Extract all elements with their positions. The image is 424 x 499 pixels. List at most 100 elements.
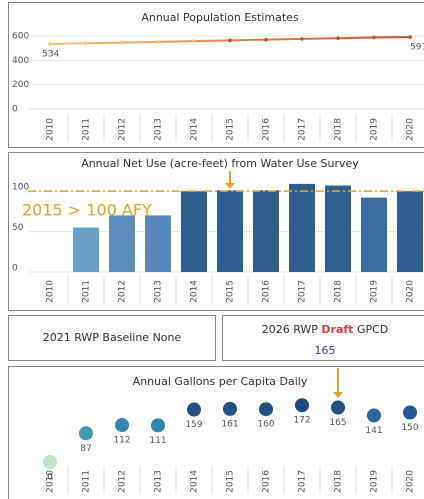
data-label: 111 <box>149 436 166 446</box>
x-tick-label: 2011 <box>82 118 92 141</box>
x-tick-label: 2013 <box>154 470 164 493</box>
data-label: 150 <box>401 423 418 433</box>
card-title: 2026 RWP Draft GPCD <box>262 323 389 336</box>
dot <box>223 401 237 416</box>
card-title-part: 2026 RWP <box>262 323 319 336</box>
x-tick-label: 2015 <box>226 280 236 303</box>
dot <box>367 408 381 423</box>
x-tick-label: 2010 <box>46 118 56 141</box>
y-tick-label: 100 <box>12 183 29 193</box>
point <box>84 41 88 46</box>
x-tick-label: 2017 <box>298 280 308 303</box>
point <box>156 40 160 44</box>
data-label: 160 <box>257 420 274 430</box>
point <box>48 42 52 46</box>
x-tick-label: 2013 <box>154 118 164 141</box>
data-label: 159 <box>185 420 202 430</box>
point <box>120 40 124 45</box>
arrow-head <box>225 183 235 189</box>
bar <box>217 190 243 272</box>
x-tick-label: 2019 <box>370 118 380 141</box>
x-tick-label: 2018 <box>334 280 344 303</box>
dot <box>187 402 201 417</box>
x-tick-label: 2016 <box>262 118 272 141</box>
annotation: 2015 > 100 AFY <box>22 201 152 220</box>
point <box>372 35 376 40</box>
x-tick-label: 2016 <box>262 280 272 303</box>
x-tick-label: 2020 <box>406 118 416 141</box>
x-tick-label: 2010 <box>46 280 56 303</box>
bar <box>181 191 207 272</box>
x-tick-label: 2015 <box>226 118 236 141</box>
dot <box>151 418 165 433</box>
x-tick-label: 2018 <box>334 118 344 141</box>
x-tick-label: 2017 <box>298 118 308 141</box>
chart-title: Annual Net Use (acre-feet) from Water Us… <box>81 157 359 170</box>
dot <box>115 418 129 433</box>
y-tick-label: 50 <box>12 223 24 233</box>
y-tick-label: 200 <box>12 80 29 90</box>
point <box>264 37 268 42</box>
bar <box>145 215 171 272</box>
bar <box>253 190 279 272</box>
y-tick-label: 600 <box>12 32 29 42</box>
x-tick-label: 2015 <box>226 470 236 493</box>
data-label: 112 <box>113 436 130 446</box>
y-tick-label: 400 <box>12 56 29 66</box>
x-tick-label: 2010 <box>46 470 56 493</box>
x-tick-label: 2012 <box>118 280 128 303</box>
x-tick-label: 2011 <box>82 280 92 303</box>
x-tick-label: 2017 <box>298 470 308 493</box>
dot <box>43 455 57 469</box>
bar <box>397 191 423 272</box>
x-tick-label: 2012 <box>118 470 128 493</box>
bar <box>289 183 315 272</box>
card <box>8 315 216 361</box>
x-tick-label: 2013 <box>154 280 164 303</box>
x-tick-label: 2020 <box>406 280 416 303</box>
data-label: 534 <box>42 50 59 60</box>
data-label: 87 <box>80 444 91 454</box>
x-tick-label: 2020 <box>406 470 416 493</box>
data-label: 172 <box>293 416 310 426</box>
point <box>192 39 196 43</box>
point <box>408 35 412 39</box>
card-value: 165 <box>315 344 336 357</box>
point <box>228 38 232 43</box>
card-title: 2021 RWP Baseline None <box>43 331 182 344</box>
dot <box>295 398 309 413</box>
data-label: 141 <box>365 426 382 436</box>
data-label: 0 <box>47 473 53 483</box>
card <box>222 315 424 361</box>
dot <box>331 400 345 415</box>
point <box>336 36 340 40</box>
data-label: 161 <box>221 419 238 429</box>
bar <box>73 227 99 272</box>
x-tick-label: 2014 <box>190 280 200 303</box>
data-label: 165 <box>329 418 346 428</box>
y-tick-label: 0 <box>12 105 18 115</box>
dot <box>403 405 417 420</box>
x-tick-label: 2019 <box>370 470 380 493</box>
x-tick-label: 2014 <box>190 118 200 141</box>
x-tick-label: 2016 <box>262 470 272 493</box>
data-label: 591 <box>410 43 424 53</box>
panel <box>8 366 424 499</box>
x-tick-label: 2012 <box>118 118 128 141</box>
panel <box>8 2 424 148</box>
bar <box>325 185 351 272</box>
x-tick-label: 2011 <box>82 470 92 493</box>
chart-title: Annual Gallons per Capita Daily <box>133 375 308 388</box>
point <box>300 37 304 41</box>
x-tick-label: 2014 <box>190 470 200 493</box>
dot <box>259 402 273 417</box>
chart-title: Annual Population Estimates <box>141 11 299 24</box>
bar <box>109 215 135 272</box>
card-title-part: GPCD <box>357 323 388 336</box>
x-tick-label: 2019 <box>370 280 380 303</box>
x-tick-label: 2018 <box>334 470 344 493</box>
y-tick-label: 0 <box>12 264 18 274</box>
dot <box>79 426 93 441</box>
arrow-head <box>333 392 343 398</box>
